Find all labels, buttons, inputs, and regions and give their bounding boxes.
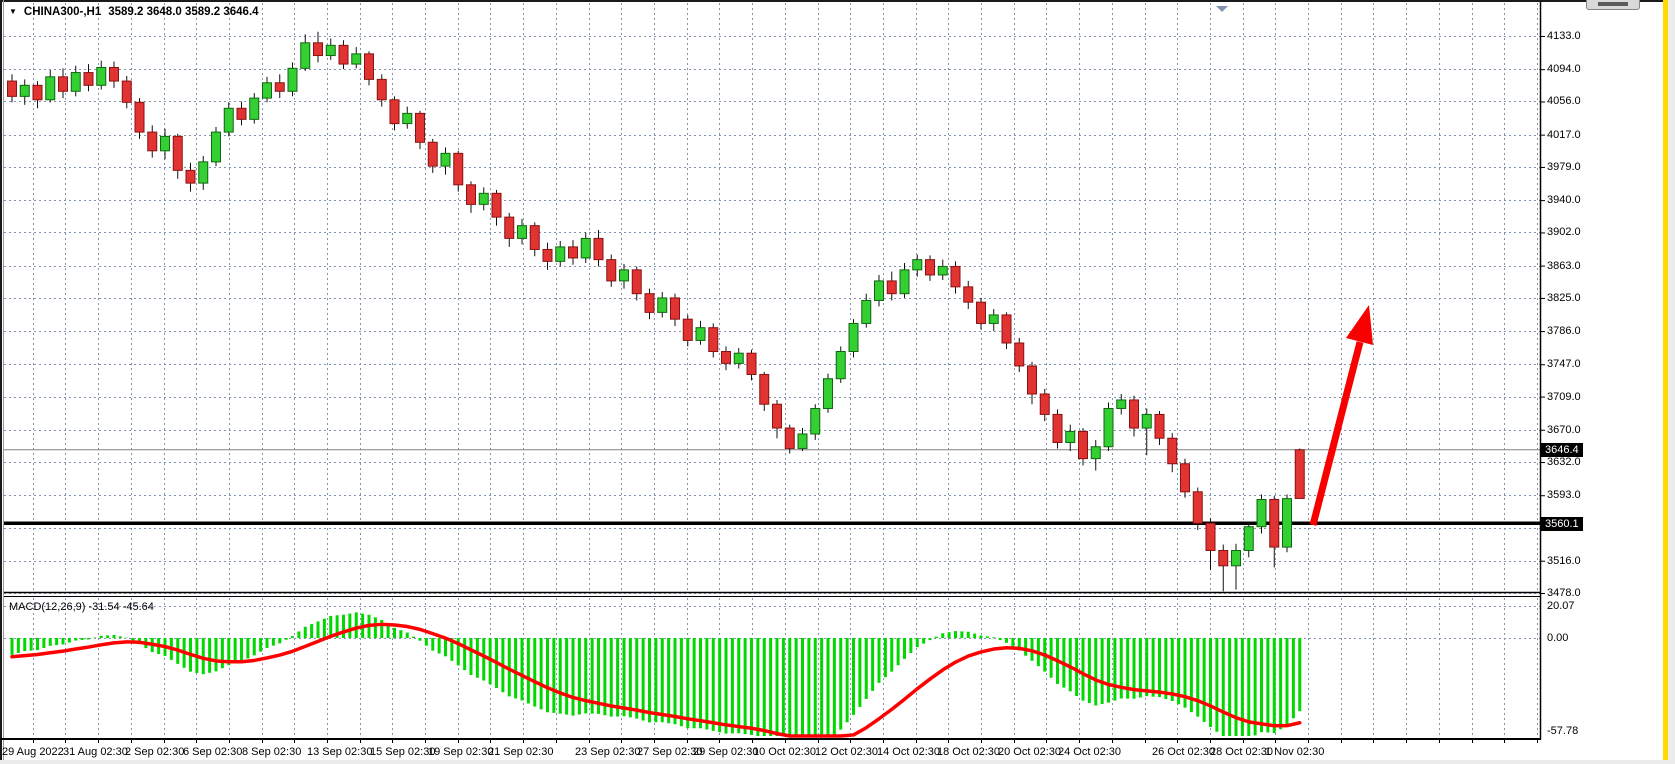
macd-tick-label: -57.78 bbox=[1547, 724, 1579, 737]
clipped-button-content bbox=[1598, 2, 1628, 6]
time-tick-label: 13 Sep 02:30 bbox=[307, 746, 373, 758]
price-tick-label: 3709.0 bbox=[1547, 390, 1581, 403]
time-tick-label: 2 Sep 02:30 bbox=[125, 746, 185, 758]
price-tick-label: 3940.0 bbox=[1547, 194, 1581, 207]
time-tick-label: 23 Sep 02:30 bbox=[575, 746, 641, 758]
time-tick-label: 15 Sep 02:30 bbox=[370, 746, 436, 758]
clipped-toolbar-button[interactable] bbox=[1586, 0, 1640, 10]
price-tick-label: 3593.0 bbox=[1547, 489, 1581, 502]
price-tick-label: 3863.0 bbox=[1547, 259, 1581, 272]
price-tick-label: 3516.0 bbox=[1547, 554, 1581, 567]
window-edge-highlight bbox=[1663, 0, 1668, 764]
time-tick-label: 8 Sep 02:30 bbox=[242, 746, 302, 758]
symbol-period-label: CHINA300-,H1 bbox=[23, 6, 102, 18]
hline-price-badge: 3560.1 bbox=[1541, 517, 1583, 531]
price-tick-label: 3747.0 bbox=[1547, 358, 1581, 371]
chevron-down-icon[interactable]: ▼ bbox=[9, 7, 17, 16]
price-tick-label: 3786.0 bbox=[1547, 325, 1581, 338]
time-tick-label: 24 Oct 02:30 bbox=[1058, 746, 1121, 758]
price-tick-label: 3902.0 bbox=[1547, 226, 1581, 239]
window-left-border bbox=[0, 0, 2, 764]
time-tick-label: 21 Sep 02:30 bbox=[488, 746, 554, 758]
macd-tick-label: 20.07 bbox=[1547, 599, 1575, 612]
time-tick-label: 29 Aug 2022 bbox=[2, 746, 64, 758]
time-tick-label: 10 Oct 02:30 bbox=[753, 746, 816, 758]
time-tick-label: 19 Sep 02:30 bbox=[428, 746, 494, 758]
price-tick-label: 3979.0 bbox=[1547, 160, 1581, 173]
time-tick-label: 6 Sep 02:30 bbox=[183, 746, 243, 758]
time-tick-label: 26 Oct 02:30 bbox=[1152, 746, 1215, 758]
time-tick-label: 20 Oct 02:30 bbox=[998, 746, 1061, 758]
time-tick-label: 28 Oct 02:30 bbox=[1210, 746, 1273, 758]
price-tick-label: 4017.0 bbox=[1547, 128, 1581, 141]
current-price-badge: 3646.4 bbox=[1541, 443, 1583, 457]
price-tick-label: 4094.0 bbox=[1547, 63, 1581, 76]
price-tick-label: 4133.0 bbox=[1547, 30, 1581, 42]
chart-title: ▼ CHINA300-,H1 3589.2 3648.0 3589.2 3646… bbox=[9, 6, 259, 18]
macd-indicator-label: MACD(12,26,9) -31.54 -45.64 bbox=[9, 601, 154, 613]
time-tick-label: 31 Aug 02:30 bbox=[63, 746, 128, 758]
price-tick-label: 3825.0 bbox=[1547, 291, 1581, 304]
window-left-border-inner bbox=[3, 0, 4, 764]
time-tick-label: 18 Oct 02:30 bbox=[937, 746, 1000, 758]
macd-tick-label: 0.00 bbox=[1547, 632, 1569, 644]
window-bottom-margin bbox=[0, 760, 1675, 764]
time-tick-label: 27 Sep 02:30 bbox=[637, 746, 703, 758]
window-right-margin bbox=[1668, 0, 1675, 764]
time-tick-label: 12 Oct 02:30 bbox=[815, 746, 878, 758]
time-tick-label: 1 Nov 02:30 bbox=[1265, 746, 1325, 758]
price-tick-label: 3632.0 bbox=[1547, 456, 1581, 469]
price-tick-label: 3670.0 bbox=[1547, 423, 1581, 436]
time-tick-label: 29 Sep 02:30 bbox=[693, 746, 759, 758]
ohlc-values-label: 3589.2 3648.0 3589.2 3646.4 bbox=[108, 6, 259, 18]
price-tick-label: 3478.0 bbox=[1547, 587, 1581, 599]
price-tick-label: 4056.0 bbox=[1547, 95, 1581, 108]
time-tick-label: 14 Oct 02:30 bbox=[877, 746, 940, 758]
window-top-border bbox=[0, 0, 1675, 2]
